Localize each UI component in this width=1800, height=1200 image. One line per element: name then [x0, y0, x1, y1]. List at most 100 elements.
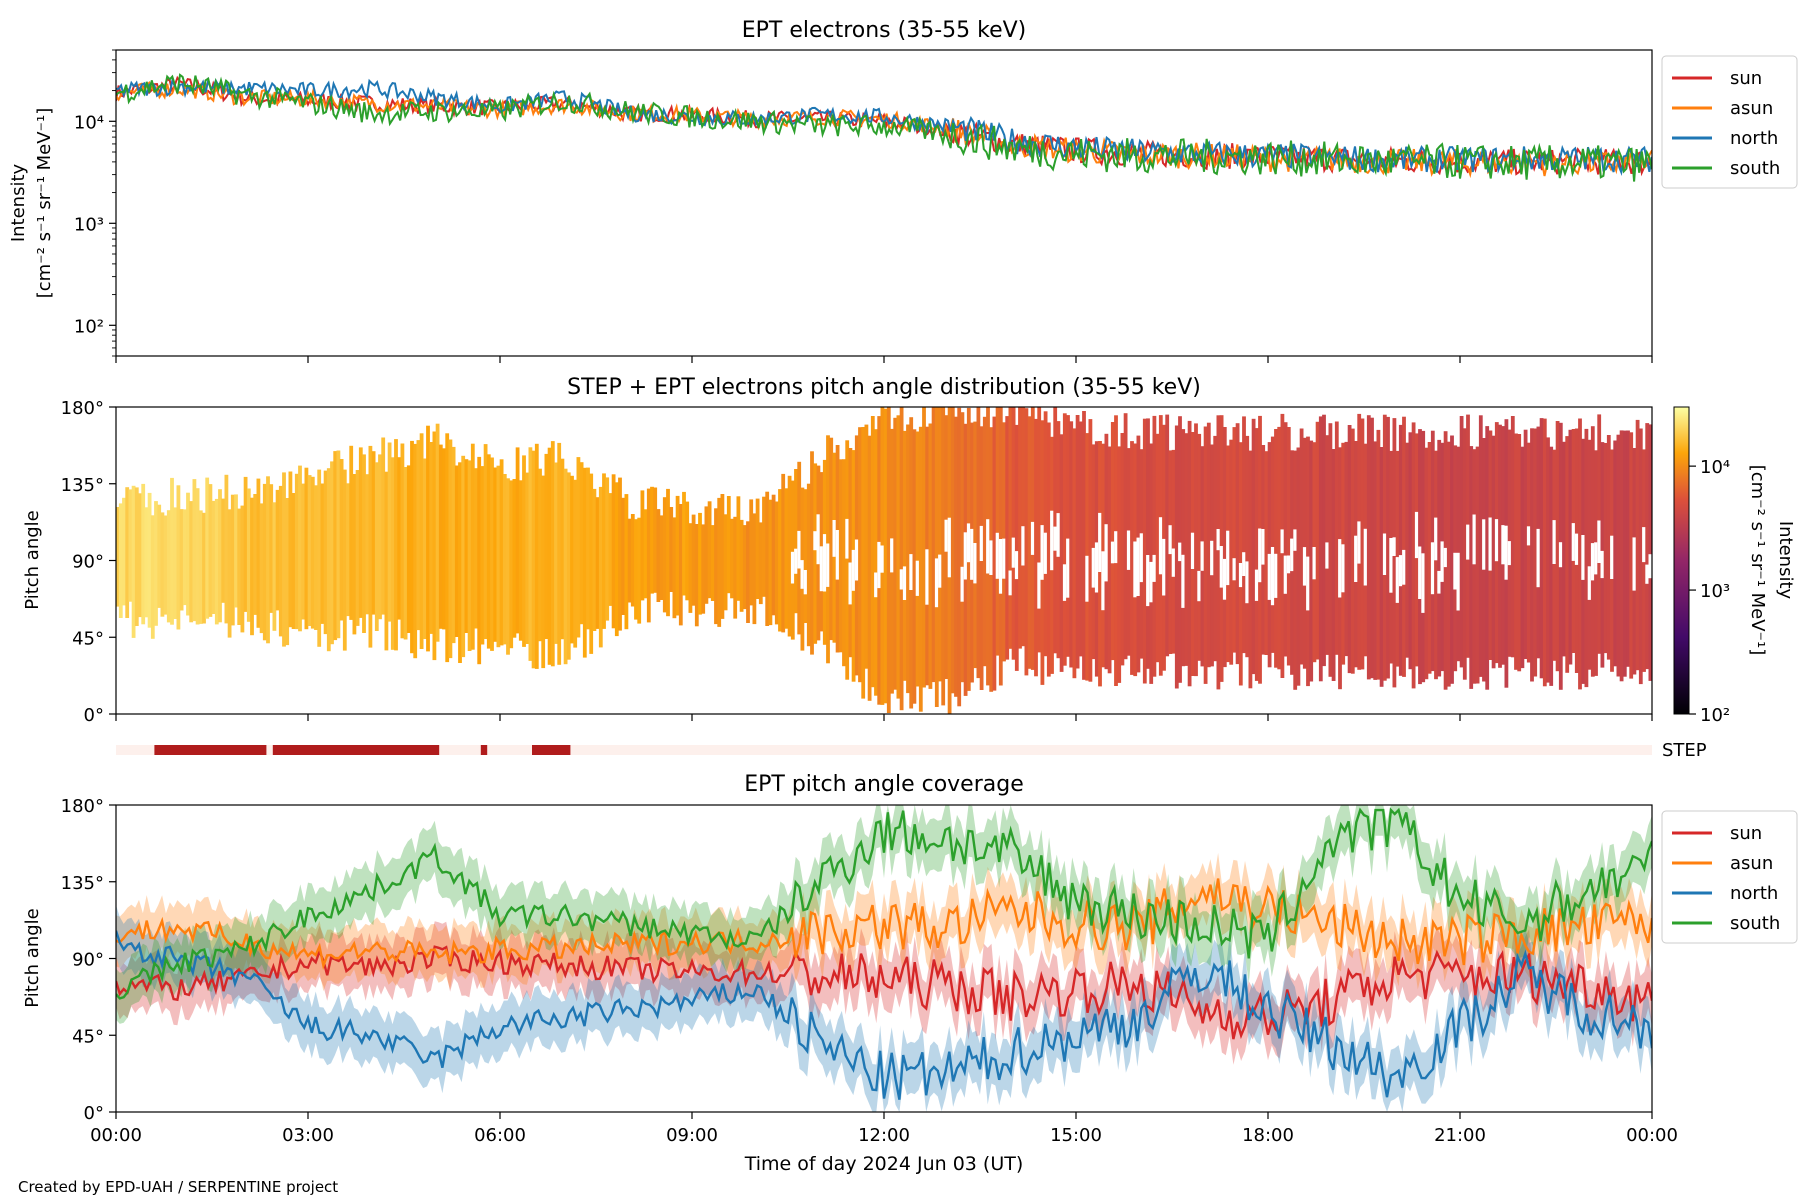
- heatmap-gap: [1302, 547, 1307, 586]
- heatmap-column: [1197, 433, 1202, 661]
- heatmap-column: [714, 508, 718, 625]
- heatmap-column: [384, 471, 389, 651]
- legend-label-south: south: [1730, 158, 1780, 179]
- heatmap-column: [611, 474, 616, 629]
- heatmap-column: [874, 429, 878, 696]
- heatmap-column: [310, 476, 315, 629]
- heatmap-gap: [1395, 557, 1400, 603]
- heatmap-gap: [1610, 535, 1614, 579]
- heatmap-column: [1334, 421, 1339, 655]
- legend-box: [1661, 810, 1798, 944]
- heatmap-column: [896, 415, 901, 699]
- heatmap-column: [810, 451, 814, 655]
- series-line-south: [116, 807, 1652, 1000]
- heatmap-gap: [1363, 528, 1368, 586]
- heatmap-column: [352, 474, 357, 635]
- heatmap-column: [416, 440, 421, 631]
- heatmap-column: [726, 496, 731, 594]
- heatmap-column: [992, 416, 997, 691]
- heatmap-column: [336, 450, 341, 639]
- heatmap-gap: [1574, 533, 1579, 565]
- heatmap-column: [918, 426, 923, 712]
- heatmap-gap: [902, 566, 907, 600]
- heatmap-column: [400, 443, 405, 639]
- heatmap-gap: [944, 519, 949, 552]
- heatmap-column: [838, 459, 843, 653]
- heatmap-column: [122, 497, 126, 606]
- heatmap-column: [182, 509, 187, 606]
- heatmap-gap: [1258, 528, 1262, 583]
- heatmap-column: [1475, 446, 1480, 684]
- heatmap-column: [269, 484, 274, 613]
- y-tick-label: 10²: [74, 316, 104, 337]
- pitch-angle-distribution-panel: STEP + EPT electrons pitch angle distrib…: [22, 375, 1796, 726]
- heatmap-column: [141, 483, 146, 625]
- heatmap-column: [528, 447, 533, 661]
- heatmap-gap: [1232, 558, 1237, 581]
- heatmap-gap: [1152, 554, 1157, 582]
- heatmap-column: [1088, 419, 1093, 682]
- heatmap-gap: [960, 566, 965, 602]
- legend-label-sun: sun: [1730, 68, 1762, 89]
- heatmap-column: [1078, 421, 1083, 657]
- heatmap-column: [774, 501, 779, 625]
- heatmap-gap: [803, 570, 808, 595]
- heatmap-column: [598, 486, 603, 648]
- legend-label-asun: asun: [1730, 98, 1773, 119]
- heatmap-column: [1046, 422, 1051, 677]
- heatmap-column: [1376, 429, 1381, 680]
- heatmap-column: [512, 479, 517, 638]
- heatmap-column: [570, 475, 574, 644]
- heatmap-column: [250, 497, 254, 636]
- heatmap-column: [1309, 440, 1314, 682]
- heatmap-column: [550, 441, 555, 667]
- heatmap-gap: [1056, 513, 1061, 557]
- heatmap-column: [1402, 416, 1406, 677]
- heatmap-column: [538, 468, 542, 642]
- heatmap-column: [678, 504, 683, 626]
- heatmap-column: [368, 445, 373, 648]
- y-tick-label: 45°: [72, 628, 104, 649]
- heatmap-column: [1648, 424, 1652, 681]
- heatmap-column: [448, 439, 453, 659]
- heatmap-column: [214, 498, 219, 625]
- heatmap-column: [378, 454, 382, 620]
- heatmap-gap: [1430, 542, 1435, 595]
- heatmap-gap: [995, 532, 1000, 579]
- heatmap-column: [426, 425, 430, 652]
- x-tick-label: 21:00: [1434, 1125, 1486, 1146]
- heatmap-column: [1555, 421, 1560, 672]
- heatmap-column: [1510, 416, 1515, 658]
- heatmap-gap: [816, 514, 821, 565]
- heatmap-column: [1165, 414, 1170, 657]
- heatmap-gap: [1085, 555, 1090, 602]
- legend-label-south: south: [1730, 913, 1780, 934]
- heatmap-column: [768, 499, 773, 626]
- heatmap-column: [653, 487, 658, 593]
- heatmap-gap: [1306, 556, 1310, 611]
- heatmap-gap: [1219, 546, 1224, 588]
- heatmap-column: [1616, 434, 1621, 677]
- heatmap-column: [691, 514, 696, 606]
- heatmap-column: [858, 427, 862, 683]
- heatmap-column: [1459, 416, 1464, 668]
- heatmap-column: [205, 477, 210, 619]
- heatmap-column: [1578, 418, 1582, 690]
- heatmap-column: [474, 468, 478, 629]
- heatmap-column: [1328, 423, 1333, 677]
- heatmap-column: [253, 494, 258, 615]
- heatmap-gap: [1504, 525, 1509, 580]
- heatmap-gap: [947, 517, 952, 578]
- heatmap-column: [282, 472, 286, 647]
- heatmap-column: [685, 501, 690, 601]
- heatmap-gap: [1587, 566, 1592, 600]
- heatmap-column: [374, 462, 379, 631]
- colorbar: [1673, 406, 1690, 715]
- heatmap-column: [560, 458, 565, 640]
- heatmap-gap: [1101, 551, 1106, 611]
- series-band-north: [116, 905, 1652, 1112]
- heatmap-column: [365, 474, 370, 615]
- heatmap-gap: [1162, 538, 1166, 596]
- heatmap-column: [1411, 422, 1416, 689]
- heatmap-gap: [1645, 564, 1650, 584]
